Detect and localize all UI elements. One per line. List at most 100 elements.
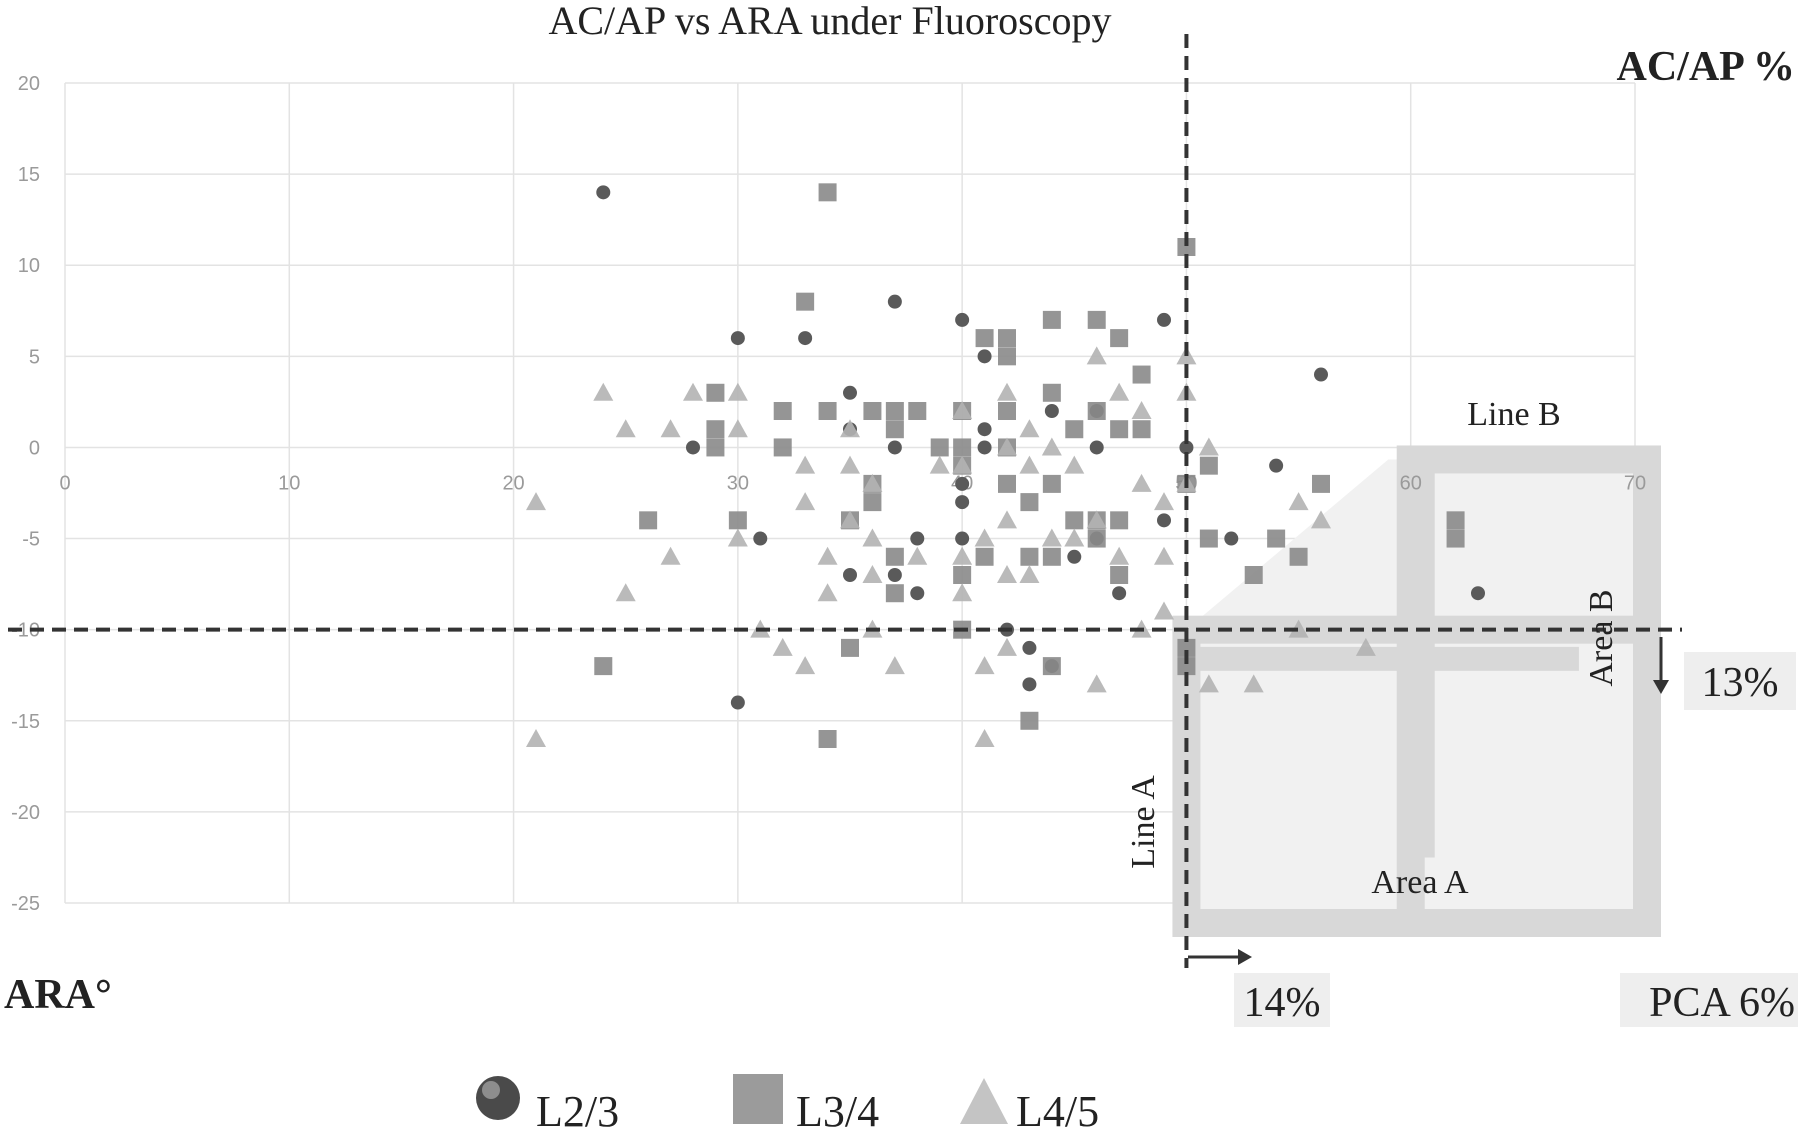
data-point — [1112, 586, 1127, 601]
data-point — [908, 402, 927, 420]
data-point — [952, 546, 973, 565]
data-point — [1110, 329, 1129, 348]
legend-label-l34: L3/4 — [796, 1087, 879, 1132]
data-point — [706, 383, 725, 402]
data-point — [974, 528, 995, 547]
data-point — [1064, 455, 1085, 474]
data-point — [997, 637, 1017, 656]
data-point — [840, 419, 860, 438]
data-point — [974, 656, 995, 675]
data-point — [1041, 528, 1062, 547]
data-point — [1289, 547, 1308, 566]
data-point — [773, 438, 792, 457]
data-point — [863, 493, 882, 512]
pct-bottom-label: 14% — [1244, 980, 1321, 1026]
data-point — [1199, 456, 1218, 475]
data-point — [730, 695, 745, 710]
data-point — [1019, 419, 1040, 438]
series-L4-5 — [526, 346, 1376, 747]
circle-marker-icon — [476, 1076, 520, 1120]
data-point — [843, 568, 857, 582]
y-tick-label: 15 — [18, 164, 40, 186]
data-point — [1065, 511, 1084, 530]
data-point — [885, 420, 904, 439]
data-point — [885, 402, 904, 420]
data-point — [887, 568, 902, 582]
data-point — [1198, 437, 1219, 456]
data-point — [1269, 458, 1284, 473]
legend-label-l23: L2/3 — [536, 1087, 619, 1132]
pct-right-arrowhead — [1653, 680, 1669, 694]
data-point — [1131, 401, 1152, 419]
data-point — [952, 401, 973, 419]
data-point — [953, 438, 972, 457]
data-point — [706, 420, 725, 439]
data-point — [1154, 601, 1174, 620]
data-point — [730, 331, 745, 346]
data-point — [660, 546, 681, 565]
y-tick-label: -25 — [11, 893, 40, 915]
tick-labels: 01020304050607020151050-5-10-15-20-25 — [11, 73, 1646, 915]
data-point — [1154, 546, 1174, 565]
x-axis-label: ARA° — [4, 972, 112, 1018]
data-point — [526, 492, 546, 511]
data-point — [910, 586, 925, 601]
data-point — [1132, 365, 1151, 384]
data-point — [1087, 402, 1106, 420]
data-point — [1042, 547, 1061, 566]
data-point — [1020, 493, 1039, 512]
data-point — [1243, 674, 1264, 693]
data-point — [885, 547, 904, 566]
data-point — [1177, 657, 1196, 676]
pct-bottom-arrowhead — [1238, 949, 1252, 965]
data-point — [887, 294, 902, 309]
data-point — [1177, 638, 1196, 657]
legend-item-l34: L3/4 — [733, 1074, 879, 1132]
data-point — [1157, 312, 1171, 327]
data-point — [887, 440, 902, 455]
data-point — [1042, 474, 1061, 493]
data-point — [1022, 640, 1037, 655]
data-point — [862, 473, 883, 492]
data-point — [997, 565, 1017, 583]
data-point — [818, 402, 837, 420]
data-point — [593, 382, 614, 401]
y-tick-label: -5 — [22, 529, 40, 551]
y-tick-label: 0 — [29, 437, 40, 459]
data-point — [1311, 510, 1331, 529]
pct-right-label: 13% — [1702, 660, 1779, 706]
data-point — [863, 402, 882, 420]
x-tick-label: 70 — [1624, 472, 1646, 494]
line-b-label: Line B — [1467, 396, 1560, 433]
data-point — [1224, 531, 1239, 546]
data-points — [526, 183, 1485, 748]
data-point — [1042, 657, 1061, 676]
data-point — [706, 438, 725, 457]
data-point — [795, 656, 816, 675]
pct-right-bg — [1684, 652, 1796, 710]
legend-label-l45: L4/5 — [1016, 1087, 1099, 1132]
data-point — [1154, 492, 1174, 511]
data-point — [1042, 310, 1061, 329]
data-point — [639, 511, 658, 530]
data-point — [910, 531, 925, 546]
x-tick-label: 0 — [59, 472, 70, 494]
data-point — [885, 584, 904, 603]
data-point — [1446, 529, 1465, 548]
data-point — [998, 402, 1016, 420]
data-point — [997, 437, 1017, 456]
data-point — [1019, 455, 1040, 474]
line-a-label: Line A — [1125, 775, 1162, 869]
data-point — [1267, 529, 1286, 548]
data-point — [929, 455, 950, 474]
data-point — [998, 347, 1016, 366]
data-point — [795, 492, 816, 511]
data-point — [1110, 420, 1129, 439]
data-point — [843, 385, 857, 400]
data-point — [1086, 346, 1107, 365]
data-point — [955, 476, 970, 491]
data-point — [955, 312, 970, 327]
data-point — [1086, 674, 1107, 693]
data-point — [728, 511, 747, 530]
